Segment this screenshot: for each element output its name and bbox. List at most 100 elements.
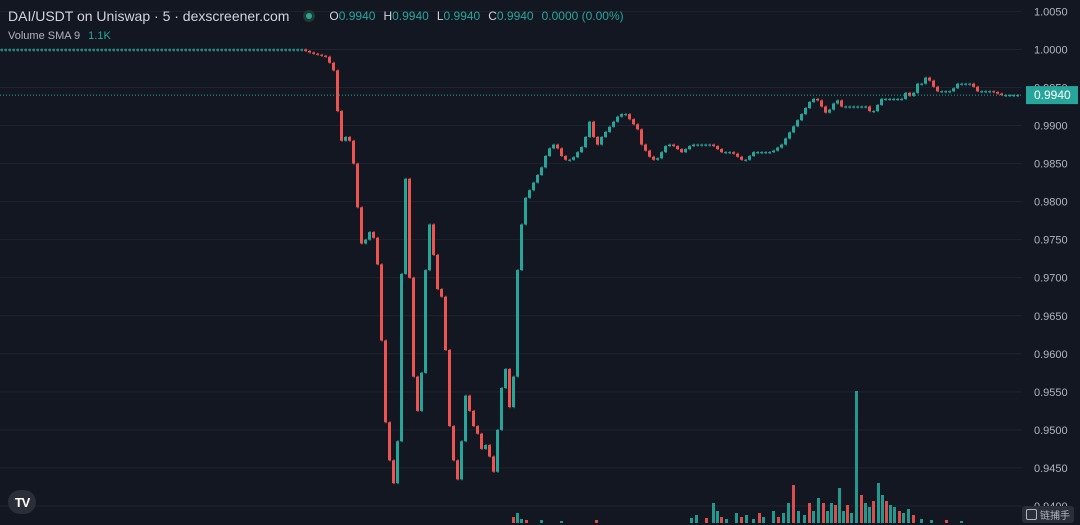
candle-body xyxy=(416,376,419,411)
candle-body xyxy=(340,111,343,141)
candle-body xyxy=(412,277,415,377)
volume-bar xyxy=(792,485,795,523)
volume-legend-label[interactable]: Volume SMA 9 xyxy=(8,30,81,42)
candle-body xyxy=(924,77,927,84)
candle-body xyxy=(280,49,283,51)
candle-body xyxy=(1000,93,1003,96)
candle-body xyxy=(132,49,135,51)
candle-body xyxy=(748,155,751,160)
candle-body xyxy=(532,182,535,191)
symbol-title[interactable]: DAI/USDT on Uniswap · 5 · dexscreener.co… xyxy=(8,8,290,24)
candle-body xyxy=(96,49,99,51)
candle-body xyxy=(880,98,883,105)
candle-body xyxy=(944,91,947,93)
y-tick-label: 0.9500 xyxy=(1034,425,1068,437)
candle-body xyxy=(460,441,463,480)
candle-body xyxy=(160,49,163,51)
candle-body xyxy=(244,49,247,51)
candle-body xyxy=(376,237,379,265)
candle-body xyxy=(708,144,711,146)
candle-body xyxy=(972,83,975,87)
candle-body xyxy=(352,140,355,164)
candle-body xyxy=(480,433,483,449)
candle-body xyxy=(980,91,983,93)
candle-body xyxy=(800,114,803,121)
candle-body xyxy=(656,158,659,160)
volume-bar xyxy=(752,519,755,523)
volume-bar xyxy=(782,513,785,523)
candle-body xyxy=(392,460,395,484)
candle-body xyxy=(600,136,603,145)
candle-body xyxy=(156,49,159,51)
candle-body xyxy=(952,88,955,92)
candle-body xyxy=(388,422,391,461)
candle-body xyxy=(424,270,427,373)
y-tick-label: 1.0000 xyxy=(1034,44,1068,56)
candle-body xyxy=(452,426,455,461)
candle-body xyxy=(564,155,567,160)
candle-body xyxy=(744,159,747,161)
volume-legend: Volume SMA 9 1.1K xyxy=(8,30,111,42)
y-tick-label: 0.9900 xyxy=(1034,121,1068,133)
ohlc-value: 0.9940 xyxy=(338,9,376,23)
candle-body xyxy=(212,49,215,51)
candle-body xyxy=(572,157,575,160)
volume-bar xyxy=(834,505,837,523)
candle-body xyxy=(516,270,519,377)
ohlc-values: O0.9940 H0.9940 L0.9940 C0.9940 0.0000 (0.00… xyxy=(329,9,623,23)
y-tick-label: 0.9550 xyxy=(1034,387,1068,399)
candle-body xyxy=(556,144,559,149)
candle-body xyxy=(140,49,143,51)
candle-body xyxy=(36,49,39,51)
ohlc-key: H xyxy=(383,9,393,23)
candle-body xyxy=(432,224,435,255)
candle-body xyxy=(64,49,67,51)
volume-bar xyxy=(516,513,519,523)
candle-body xyxy=(644,144,647,151)
candle-body xyxy=(760,152,763,154)
candle-body xyxy=(136,49,139,51)
candle-body xyxy=(976,86,979,92)
volume-bar xyxy=(735,513,738,523)
candle-body xyxy=(40,49,43,51)
price-axis[interactable]: 1.00501.00000.99500.99000.98500.98000.97… xyxy=(1026,6,1078,513)
tradingview-logo[interactable]: TV xyxy=(8,490,36,514)
candle-body xyxy=(960,83,963,85)
status-dot-icon xyxy=(303,10,316,22)
candle-body xyxy=(540,167,543,175)
volume-bar xyxy=(920,519,923,523)
candle-body xyxy=(892,98,895,100)
candle-body xyxy=(808,101,811,109)
candle-body xyxy=(764,152,767,154)
candle-body xyxy=(756,152,759,154)
volume-legend-value: 1.1K xyxy=(88,30,111,42)
candle-body xyxy=(296,49,299,51)
candle-body xyxy=(476,426,479,434)
candle-body xyxy=(676,146,679,150)
candle-body xyxy=(820,100,823,107)
candle-body xyxy=(996,92,999,94)
volume-bar xyxy=(705,518,708,523)
candle-body xyxy=(612,121,615,127)
volume-bar xyxy=(716,511,719,523)
candle-body xyxy=(552,144,555,149)
candle-body xyxy=(224,49,227,51)
candle-body xyxy=(632,119,635,125)
candle-body xyxy=(68,49,71,51)
candle-body xyxy=(720,149,723,153)
candle-body xyxy=(940,91,943,93)
candle-body xyxy=(608,126,611,132)
candle-body xyxy=(596,136,599,145)
ohlc-item: O0.9940 xyxy=(329,9,375,23)
candle-body xyxy=(52,49,55,51)
candle-body xyxy=(544,155,547,168)
candle-body xyxy=(868,106,871,112)
candle-body xyxy=(844,106,847,108)
candle-body xyxy=(252,49,255,51)
grid-lines xyxy=(0,10,1022,507)
candle-body xyxy=(704,144,707,146)
ohlc-value: 0.0000 (0.00%) xyxy=(541,9,624,23)
candle-body xyxy=(444,296,447,350)
candle-body xyxy=(420,372,423,411)
